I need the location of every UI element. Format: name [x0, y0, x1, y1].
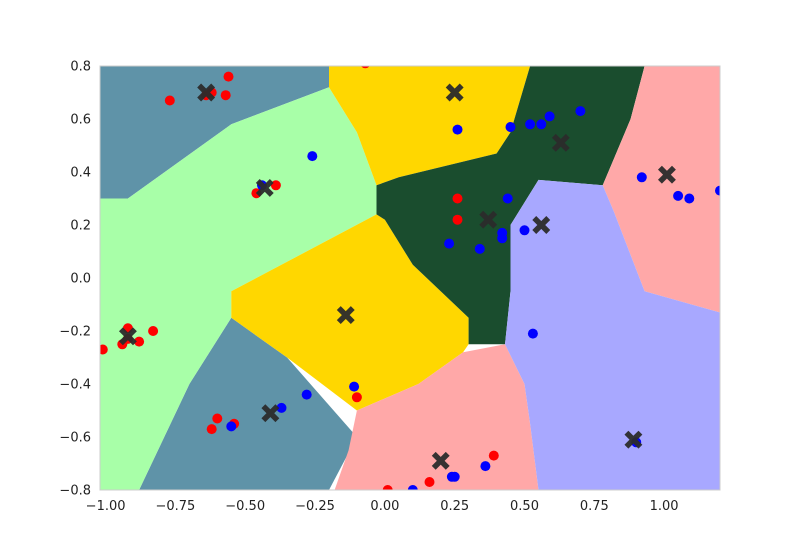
- point-series0-12: [148, 326, 159, 336]
- point-series1-12: [444, 238, 455, 249]
- point-series1-16: [684, 193, 695, 204]
- point-series1-6: [544, 111, 555, 122]
- point-series0-19: [206, 424, 217, 435]
- point-series1-0: [307, 151, 318, 162]
- point-series0-16: [351, 392, 362, 403]
- region-pink-7: [334, 344, 539, 490]
- x-tick-label: 0.50: [510, 499, 539, 514]
- region-darkgreen-5: [376, 66, 645, 345]
- centroid-10: [431, 451, 450, 470]
- y-tick-label: 0.2: [70, 219, 91, 234]
- point-series1-10: [497, 233, 508, 244]
- y-axis-ticks: −0.8 −0.6 −0.4 −0.2 0.0 0.2 0.4 0.6 0.8: [59, 60, 91, 499]
- point-series1-18: [527, 328, 538, 339]
- centroid-4: [255, 178, 274, 197]
- point-series1-21: [276, 402, 287, 413]
- x-tick-label: −0.50: [225, 499, 265, 514]
- point-series1-3: [505, 122, 516, 132]
- y-tick-label: −0.6: [59, 431, 91, 446]
- x-axis-ticks: −1.00 −0.75 −0.50 −0.25 0.00 0.25 0.50 0.75 1.00: [86, 499, 679, 514]
- region-gold-3: [329, 66, 531, 186]
- x-tick-label: 0.00: [370, 499, 399, 514]
- decision-regions: [100, 66, 720, 490]
- x-tick-label: −0.75: [155, 499, 195, 514]
- y-tick-label: −0.8: [59, 484, 91, 499]
- region-steel-0: [100, 66, 329, 199]
- point-series0-5: [164, 95, 175, 106]
- point-series1-2: [452, 124, 463, 135]
- point-series0-17: [212, 413, 223, 424]
- centroid-markers: [118, 83, 676, 470]
- point-series1-17: [715, 185, 720, 196]
- point-series1-5: [536, 119, 547, 130]
- x-tick-label: 0.75: [580, 499, 609, 514]
- point-series1-19: [349, 381, 360, 392]
- centroid-3: [657, 165, 676, 184]
- centroid-7: [118, 327, 137, 346]
- point-series1-24: [449, 471, 460, 482]
- centroid-11: [624, 430, 643, 449]
- point-series0-1: [223, 71, 234, 82]
- region-lavender-8: [505, 179, 720, 490]
- x-tick-label: 1.00: [650, 499, 679, 514]
- point-series0-20: [488, 450, 499, 461]
- y-tick-label: 0.6: [70, 113, 91, 128]
- y-tick-label: −0.2: [59, 325, 91, 340]
- centroid-5: [479, 210, 498, 229]
- y-tick-label: −0.4: [59, 378, 91, 393]
- point-series1-13: [474, 243, 485, 254]
- point-series0-14: [452, 193, 463, 204]
- point-series1-11: [519, 225, 530, 236]
- centroid-0: [197, 83, 216, 102]
- point-series1-26: [407, 485, 418, 490]
- centroid-8: [336, 306, 355, 325]
- region-steel-1: [139, 317, 357, 490]
- point-series1-8: [502, 193, 513, 204]
- point-series0-13: [100, 344, 108, 355]
- x-tick-label: −0.25: [295, 499, 335, 514]
- x-tick-label: −1.00: [86, 499, 126, 514]
- data-points: [100, 66, 720, 490]
- point-series0-10: [134, 336, 145, 347]
- centroid-2: [551, 133, 570, 152]
- y-tick-label: 0.4: [70, 166, 91, 181]
- region-lightgreen-2: [100, 87, 377, 490]
- point-series1-4: [525, 119, 536, 130]
- point-series0-21: [424, 477, 435, 487]
- point-series0-0: [361, 66, 370, 69]
- point-series1-14: [636, 172, 647, 183]
- y-tick-label: 0.8: [70, 60, 91, 75]
- point-series0-22: [382, 485, 393, 490]
- x-tick-label: 0.25: [440, 499, 469, 514]
- point-series1-25: [480, 461, 491, 472]
- point-series1-7: [575, 106, 586, 117]
- point-series0-15: [452, 214, 463, 225]
- y-tick-label: 0.0: [70, 272, 91, 287]
- centroid-9: [261, 404, 280, 423]
- centroid-6: [532, 216, 551, 234]
- point-series1-15: [673, 190, 684, 201]
- region-pink-6: [602, 66, 720, 313]
- point-series1-22: [226, 421, 237, 432]
- point-series0-3: [220, 90, 231, 101]
- point-series1-20: [301, 389, 312, 400]
- centroid-1: [445, 83, 464, 102]
- plot-frame: [99, 65, 721, 491]
